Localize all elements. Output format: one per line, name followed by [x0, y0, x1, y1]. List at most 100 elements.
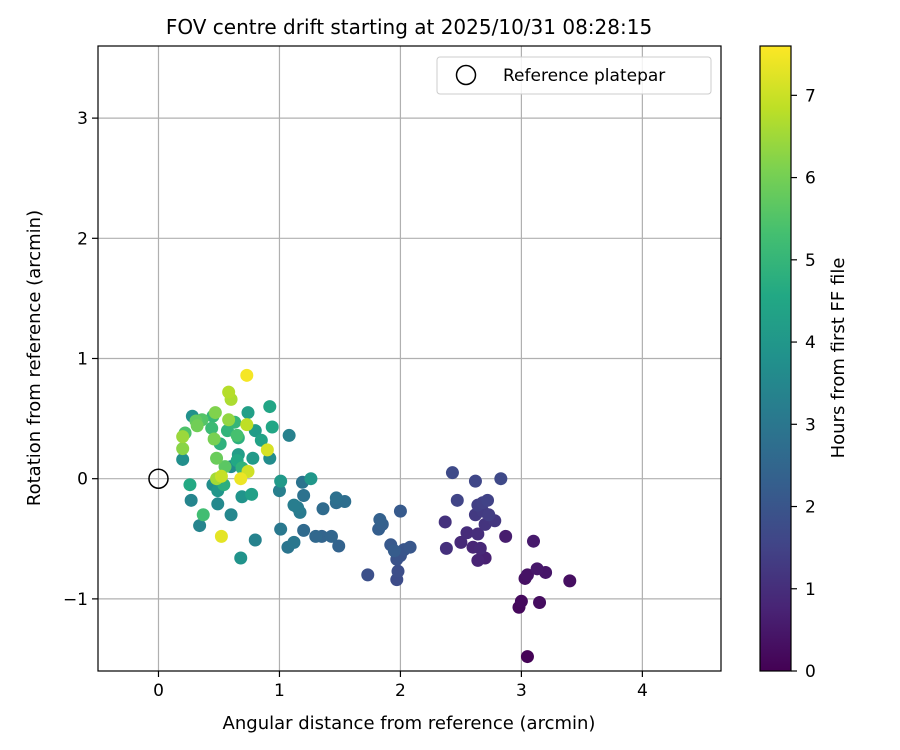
data-point — [210, 451, 224, 465]
x-tick-label: 3 — [516, 681, 527, 701]
legend-entry-reference-platepar: Reference platepar — [503, 66, 665, 86]
data-point — [234, 551, 248, 565]
data-point — [450, 493, 464, 507]
data-point — [260, 443, 274, 457]
data-point — [297, 489, 311, 503]
grid-lines — [98, 46, 721, 671]
data-point — [265, 420, 279, 434]
colorbar-tick-label: 2 — [805, 498, 816, 518]
data-point — [176, 442, 190, 456]
data-points — [176, 368, 577, 664]
y-tick-label: 0 — [77, 470, 88, 490]
data-point — [287, 535, 301, 549]
y-tick-label: −1 — [63, 590, 88, 610]
data-point — [520, 568, 534, 582]
data-point — [533, 595, 547, 609]
data-point — [499, 529, 513, 543]
data-point — [454, 535, 468, 549]
data-point — [208, 406, 222, 420]
data-point — [373, 513, 387, 527]
y-axis-ticks: −1 0 1 2 3 — [63, 109, 98, 610]
colorbar-ticks: 0 1 2 3 4 5 6 7 — [791, 86, 816, 682]
data-point — [563, 574, 577, 588]
legend-open-circle-marker — [455, 64, 477, 86]
data-point — [207, 432, 221, 446]
data-point — [391, 564, 405, 578]
data-point — [468, 474, 482, 488]
x-axis-label: Angular distance from reference (arcmin) — [223, 713, 596, 734]
colorbar-label: Hours from first FF file — [828, 258, 849, 459]
data-point — [193, 519, 207, 533]
data-point — [473, 541, 487, 555]
data-point — [332, 539, 346, 553]
data-point — [393, 504, 407, 518]
data-point — [196, 508, 210, 522]
data-point — [403, 540, 417, 554]
data-point — [274, 474, 288, 488]
x-tick-label: 4 — [637, 681, 648, 701]
data-point — [183, 478, 197, 492]
data-point — [176, 430, 190, 444]
reference-point-marker — [148, 468, 169, 489]
data-point — [240, 418, 254, 432]
data-point — [220, 424, 234, 438]
data-point — [222, 413, 236, 427]
data-point — [530, 562, 544, 576]
data-point — [248, 533, 262, 547]
data-point — [184, 493, 198, 507]
y-tick-label: 1 — [77, 350, 88, 370]
data-point — [241, 406, 255, 420]
legend: Reference platepar — [436, 56, 712, 95]
y-tick-label: 2 — [77, 229, 88, 249]
colorbar-tick-label: 6 — [805, 169, 816, 189]
x-tick-label: 2 — [395, 681, 406, 701]
data-point — [324, 529, 338, 543]
data-point — [494, 472, 508, 486]
data-point — [438, 515, 452, 529]
data-point — [460, 526, 474, 540]
data-point — [230, 428, 244, 442]
y-tick-label: 3 — [77, 109, 88, 129]
colorbar-tick-label: 1 — [805, 580, 816, 600]
y-axis-label: Rotation from reference (arcmin) — [24, 210, 45, 506]
data-point — [445, 466, 459, 480]
data-point — [514, 594, 528, 608]
data-point — [214, 529, 228, 543]
colorbar: 0 1 2 3 4 5 6 7 Hours from first FF file — [759, 45, 849, 682]
colorbar-tick-label: 0 — [805, 662, 816, 682]
data-point — [297, 523, 311, 537]
x-tick-label: 0 — [153, 681, 164, 701]
data-point — [471, 527, 485, 541]
data-point — [387, 544, 401, 558]
data-point — [254, 433, 268, 447]
data-point — [246, 451, 260, 465]
data-point — [471, 553, 485, 567]
data-point — [211, 497, 225, 511]
colorbar-tick-label: 3 — [805, 415, 816, 435]
data-point — [190, 419, 204, 433]
data-point — [316, 502, 330, 516]
data-point — [214, 469, 228, 483]
data-point — [263, 400, 277, 414]
data-point — [361, 568, 375, 582]
data-point — [245, 487, 259, 501]
data-point — [176, 452, 190, 466]
legend-box — [436, 56, 712, 95]
data-point — [222, 385, 236, 399]
data-point — [287, 498, 301, 512]
data-point — [272, 484, 286, 498]
colorbar-tick-label: 5 — [805, 251, 816, 271]
data-point — [234, 472, 248, 486]
data-point — [482, 508, 496, 522]
colorbar-tick-label: 4 — [805, 333, 816, 353]
data-point — [224, 508, 238, 522]
data-point — [526, 534, 540, 548]
data-point — [205, 421, 219, 435]
data-point — [439, 541, 453, 555]
colorbar-tick-label: 7 — [805, 86, 816, 106]
data-point — [309, 529, 323, 543]
data-point — [329, 491, 343, 505]
data-point — [481, 493, 495, 507]
colorbar-gradient — [759, 45, 792, 672]
